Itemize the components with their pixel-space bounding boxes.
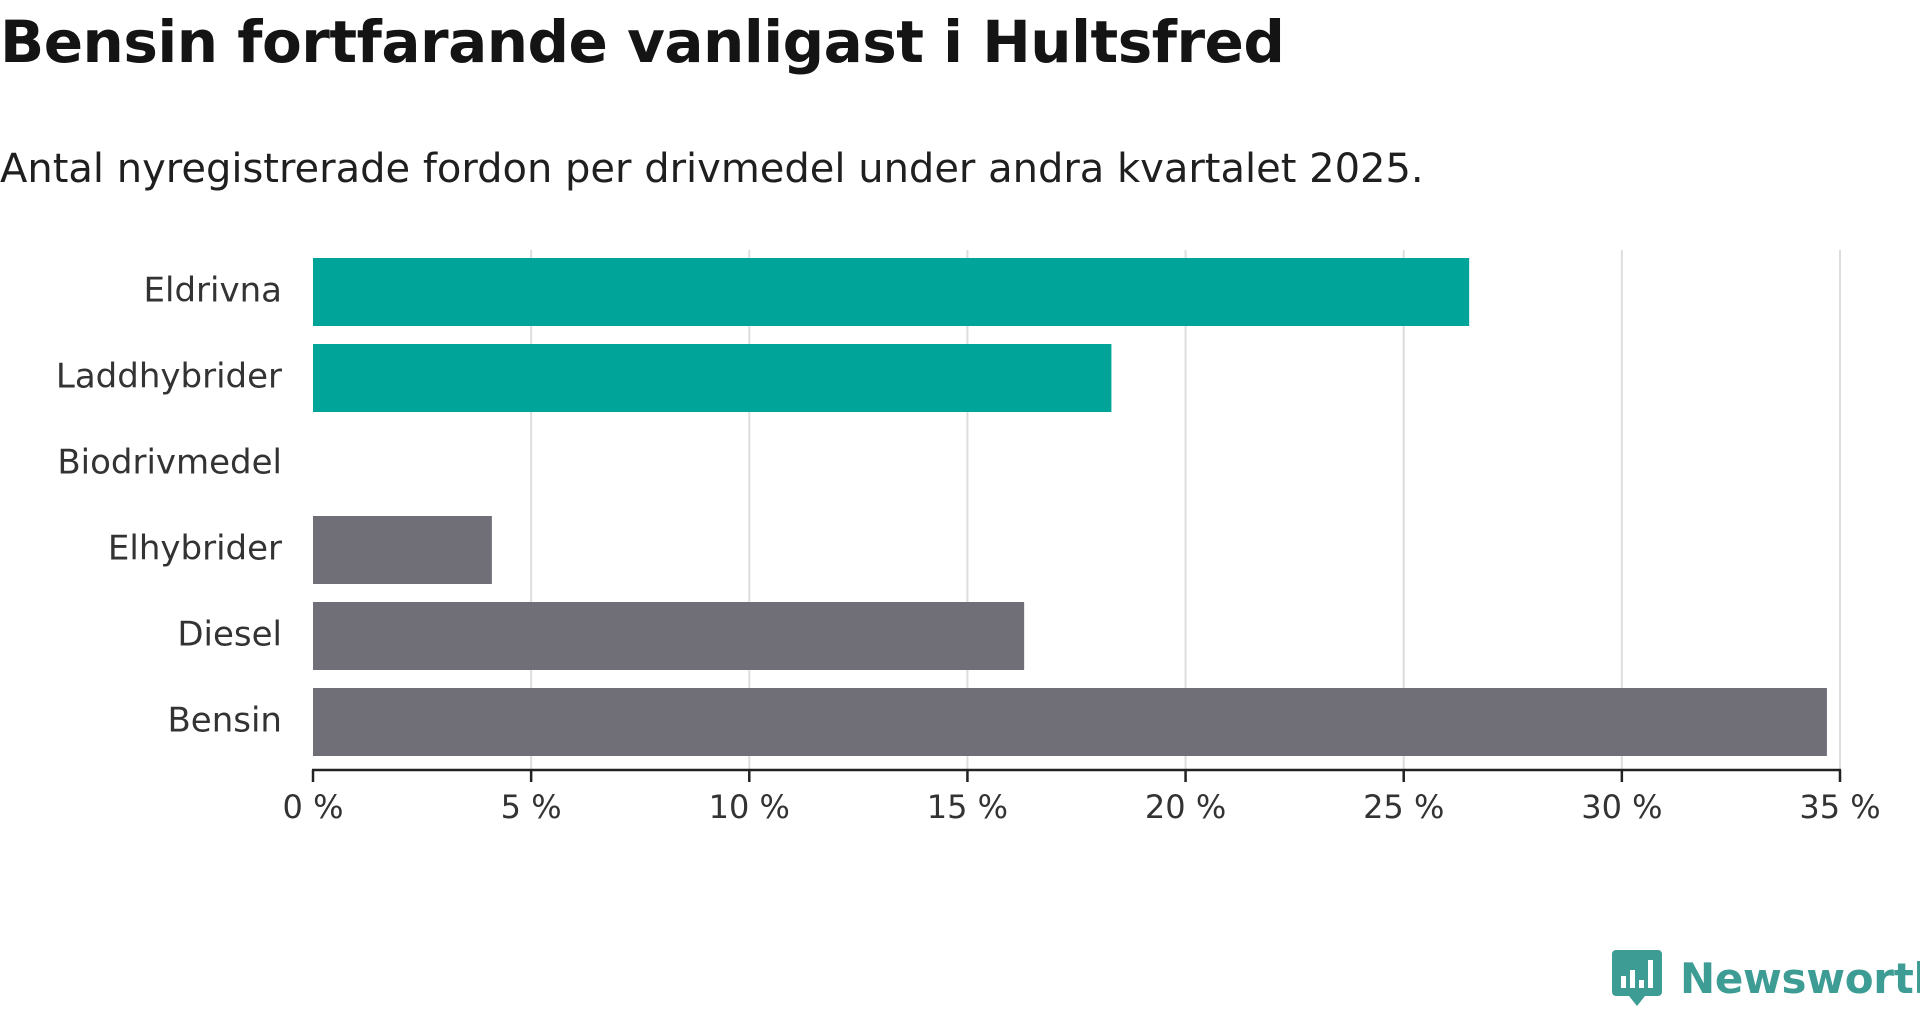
category-label: Bensin	[167, 701, 282, 741]
newsworthy-logo-icon	[1612, 950, 1662, 1006]
category-label: Eldrivna	[144, 271, 282, 311]
bar-elhybrider	[313, 516, 492, 584]
bar-diesel	[313, 602, 1025, 670]
x-tick-label: 30 %	[1581, 788, 1662, 826]
x-tick-label: 0 %	[283, 788, 344, 826]
x-tick-label: 20 %	[1145, 788, 1226, 826]
x-tick-label: 25 %	[1363, 788, 1444, 826]
newsworthy-logo: Newsworthy	[1612, 950, 1920, 1006]
bar-bensin	[313, 688, 1827, 756]
chart-subtitle: Antal nyregistrerade fordon per drivmede…	[0, 146, 1424, 192]
category-label: Elhybrider	[108, 529, 282, 569]
newsworthy-logo-text: Newsworthy	[1680, 953, 1920, 1003]
category-label: Biodrivmedel	[57, 443, 282, 483]
x-tick-label: 35 %	[1799, 788, 1880, 826]
bar-laddhybrider	[313, 344, 1112, 412]
chart-title: Bensin fortfarande vanligast i Hultsfred	[0, 8, 1285, 76]
category-label: Diesel	[177, 615, 282, 655]
bar-chart: Eldrivna Laddhybrider Biodrivmedel Elhybrid…	[56, 250, 1881, 826]
x-tick-label: 10 %	[709, 788, 790, 826]
x-tick-label: 5 %	[501, 788, 562, 826]
bar-eldrivna	[313, 258, 1470, 326]
x-tick-label: 15 %	[927, 788, 1008, 826]
category-label: Laddhybrider	[56, 357, 282, 397]
